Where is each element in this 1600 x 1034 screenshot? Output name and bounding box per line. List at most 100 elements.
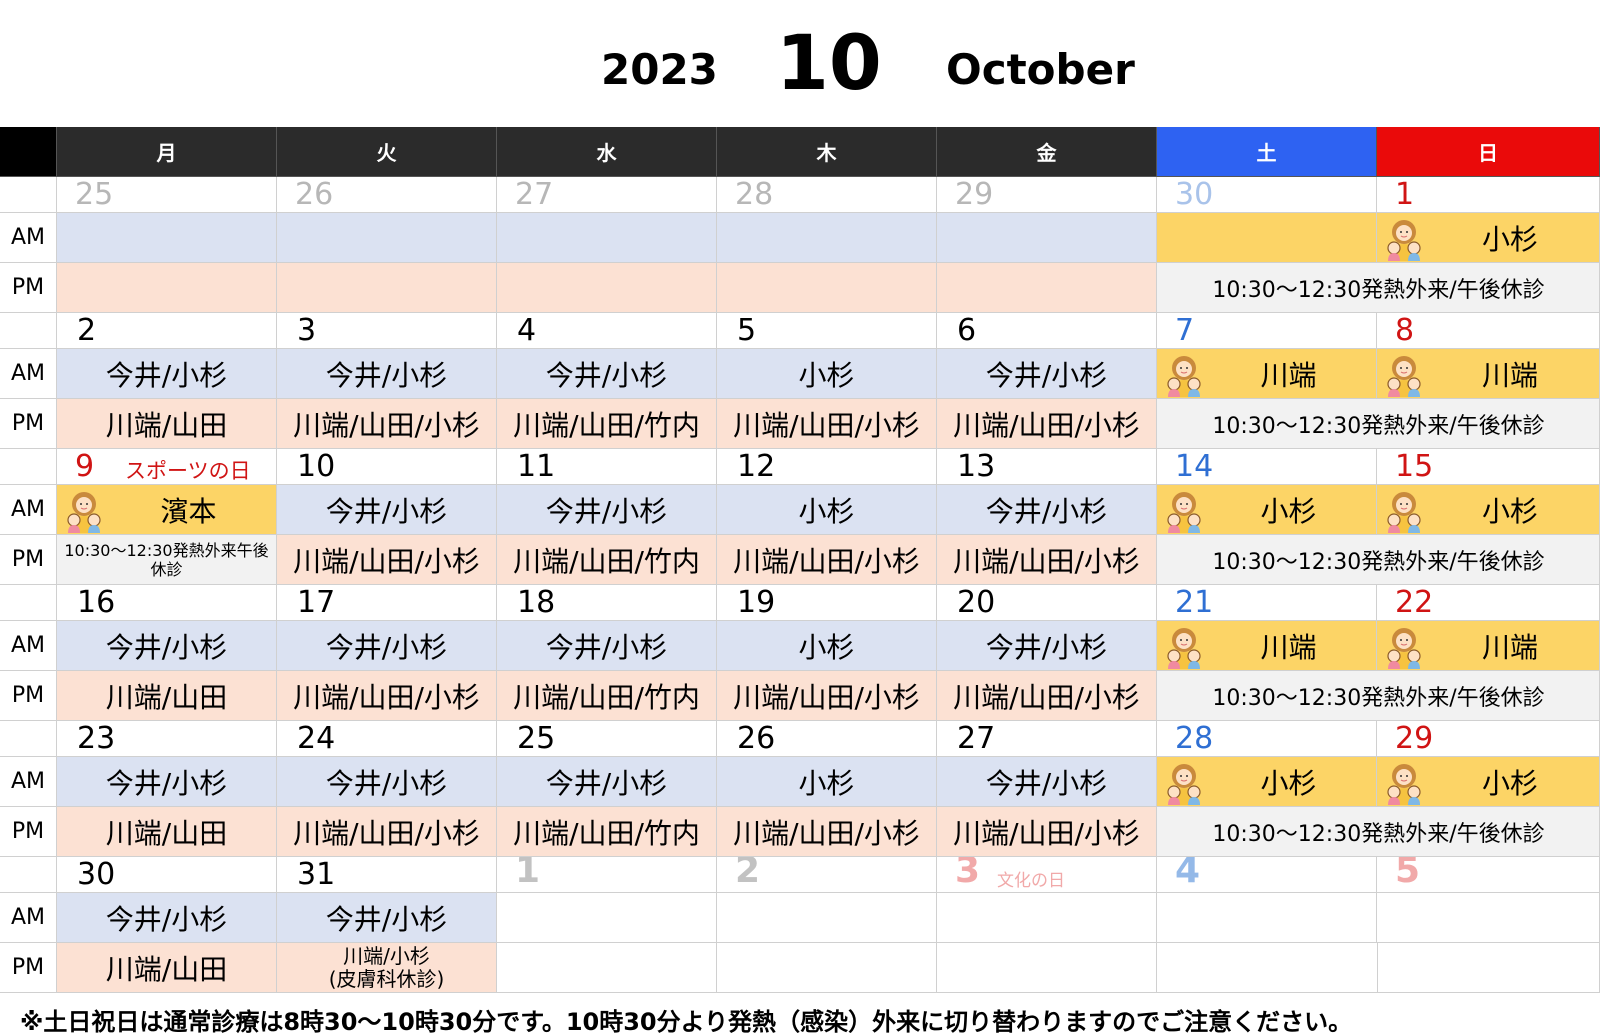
day-number: 30	[77, 857, 116, 892]
date-cell-sat: 14	[1157, 449, 1377, 485]
am-cell-mon: 今井/小杉	[57, 757, 277, 807]
pm-cell-wed: 川端/山田/竹内	[497, 671, 717, 721]
am-cell-sun: 小杉	[1377, 213, 1600, 263]
pm-cell-tue: 川端/山田/小杉	[277, 399, 497, 449]
doctor-assignment: 川端/山田/小杉	[733, 680, 920, 714]
am-cell-thu: 小杉	[717, 349, 937, 399]
pm-cell-thu: 川端/山田/小杉	[717, 399, 937, 449]
header-corner	[0, 127, 57, 177]
am-cell-mon: 今井/小杉	[57, 893, 277, 943]
weekend-pm-note: 10:30～12:30発熱外来/午後休診	[1157, 263, 1599, 312]
date-cell-thu: 26	[717, 721, 937, 757]
date-cell-tue: 31	[277, 857, 497, 893]
am-cell-mon: 今井/小杉	[57, 621, 277, 671]
pm-cell-wed	[497, 943, 717, 993]
date-cell-sat: 28	[1157, 721, 1377, 757]
date-cell-sun: 5	[1377, 857, 1600, 893]
date-cell-tue: 10	[277, 449, 497, 485]
pm-cell-thu: 川端/山田/小杉	[717, 807, 937, 857]
date-cell-fri: 13	[937, 449, 1157, 485]
am-cell-tue	[277, 213, 497, 263]
doctor-assignment: 今井/小杉	[325, 766, 448, 800]
pm-cell-tue: 川端/山田/小杉	[277, 535, 497, 585]
am-row: AM 今井/小杉 今井/小杉 今井/小杉 小杉 今井/小杉 小杉 小杉	[0, 757, 1600, 807]
weekday-header-row: 月 火 水 木 金 土 日	[0, 127, 1600, 177]
doctor-assignment: 川端	[1481, 358, 1538, 392]
date-cell-tue: 26	[277, 177, 497, 213]
pm-label: PM	[0, 943, 57, 993]
day-number: 22	[1395, 585, 1434, 620]
doctor-assignment: 小杉	[798, 630, 855, 664]
pm-cell-mon: 川端/山田	[57, 399, 277, 449]
date-cell-tue: 3	[277, 313, 497, 349]
am-cell-sun: 小杉	[1377, 757, 1600, 807]
day-number: 26	[737, 721, 776, 756]
doctor-assignment: 川端/山田/竹内	[513, 680, 700, 714]
date-cell-sat: 21	[1157, 585, 1377, 621]
date-cell-sun: 22	[1377, 585, 1600, 621]
day-number: 6	[957, 313, 977, 348]
am-cell-tue: 今井/小杉	[277, 621, 497, 671]
pm-cell-wed: 川端/山田/竹内	[497, 399, 717, 449]
pm-cell-fri	[937, 943, 1157, 993]
am-cell-fri: 今井/小杉	[937, 757, 1157, 807]
date-row-label	[0, 449, 57, 485]
pm-cell-fri: 川端/山田/小杉	[937, 399, 1157, 449]
am-row: AM 今井/小杉 今井/小杉 今井/小杉 小杉 今井/小杉 川端 川端	[0, 349, 1600, 399]
date-cell-mon: 2	[57, 313, 277, 349]
doctor-assignment: 川端/山田/小杉	[293, 544, 480, 578]
doctor-assignment: 今井/小杉	[545, 494, 668, 528]
day-number: 8	[1395, 313, 1415, 348]
pm-row: PM 10:30～12:30発熱外来午後休診 川端/山田/小杉 川端/山田/竹内 川端/…	[0, 535, 1600, 585]
am-cell-sat: 川端	[1157, 621, 1377, 671]
doctor-assignment: 今井/小杉	[105, 766, 228, 800]
weekend-pm-note: 10:30～12:30発熱外来/午後休診	[1157, 807, 1599, 856]
pm-cell-thu: 川端/山田/小杉	[717, 671, 937, 721]
pm-cell-tue	[277, 263, 497, 313]
pm-row: PM 川端/山田 川端/小杉 (皮膚科休診)	[0, 943, 1600, 993]
day-number: 30	[1175, 177, 1214, 212]
doctor-assignment: 川端/山田/竹内	[513, 816, 700, 850]
am-row: AM 今井/小杉 今井/小杉	[0, 893, 1600, 943]
pm-row: PM 川端/山田 川端/山田/小杉 川端/山田/竹内 川端/山田/小杉 川端/山田/小杉 1…	[0, 671, 1600, 721]
doctor-assignment: 濱本	[160, 494, 217, 528]
am-cell-sun: 小杉	[1377, 485, 1600, 535]
am-cell-tue: 今井/小杉	[277, 349, 497, 399]
am-cell-thu	[717, 893, 937, 943]
day-number: 12	[737, 449, 776, 484]
day-number: 7	[1175, 313, 1195, 348]
day-number: 2	[735, 857, 761, 891]
date-cell-sun: 8	[1377, 313, 1600, 349]
am-cell-thu: 小杉	[717, 485, 937, 535]
date-cell-wed: 11	[497, 449, 717, 485]
day-number: 5	[1395, 857, 1421, 891]
day-number: 27	[515, 177, 554, 212]
pm-cell-tue: 川端/山田/小杉	[277, 671, 497, 721]
day-number: 13	[957, 449, 996, 484]
date-cell-fri: 3 文化の日	[937, 857, 1157, 893]
day-number: 29	[1395, 721, 1434, 756]
day-number: 3	[297, 313, 317, 348]
date-cell-thu: 5	[717, 313, 937, 349]
doctor-assignment: 小杉	[1481, 766, 1538, 800]
day-number: 11	[517, 449, 556, 484]
doctor-assignment: 今井/小杉	[985, 494, 1108, 528]
doctor-assignment: 小杉	[1260, 494, 1317, 528]
am-label: AM	[0, 349, 57, 399]
pm-cell-thu	[717, 263, 937, 313]
am-label: AM	[0, 757, 57, 807]
date-cell-mon: 25	[57, 177, 277, 213]
doctor-assignment: 今井/小杉	[325, 358, 448, 392]
am-cell-wed: 今井/小杉	[497, 757, 717, 807]
pm-cell-fri: 川端/山田/小杉	[937, 535, 1157, 585]
pm-row: PM 川端/山田 川端/山田/小杉 川端/山田/竹内 川端/山田/小杉 川端/山田/小杉 1…	[0, 807, 1600, 857]
doctor-assignment: 川端/山田/小杉	[953, 544, 1140, 578]
date-row: 9 スポーツの日 10 11 12 13 14 15	[0, 449, 1600, 485]
day-number: 25	[75, 177, 114, 212]
weekend-pm-cell: 10:30～12:30発熱外来/午後休診	[1157, 535, 1600, 585]
am-cell-tue: 今井/小杉	[277, 485, 497, 535]
date-row: 30 31 1 2 3 文化の日 4 5	[0, 857, 1600, 893]
doctor-assignment: 小杉	[1481, 222, 1538, 256]
weekend-pm-note: 10:30～12:30発熱外来/午後休診	[1157, 535, 1599, 584]
pm-cell-fri	[937, 263, 1157, 313]
